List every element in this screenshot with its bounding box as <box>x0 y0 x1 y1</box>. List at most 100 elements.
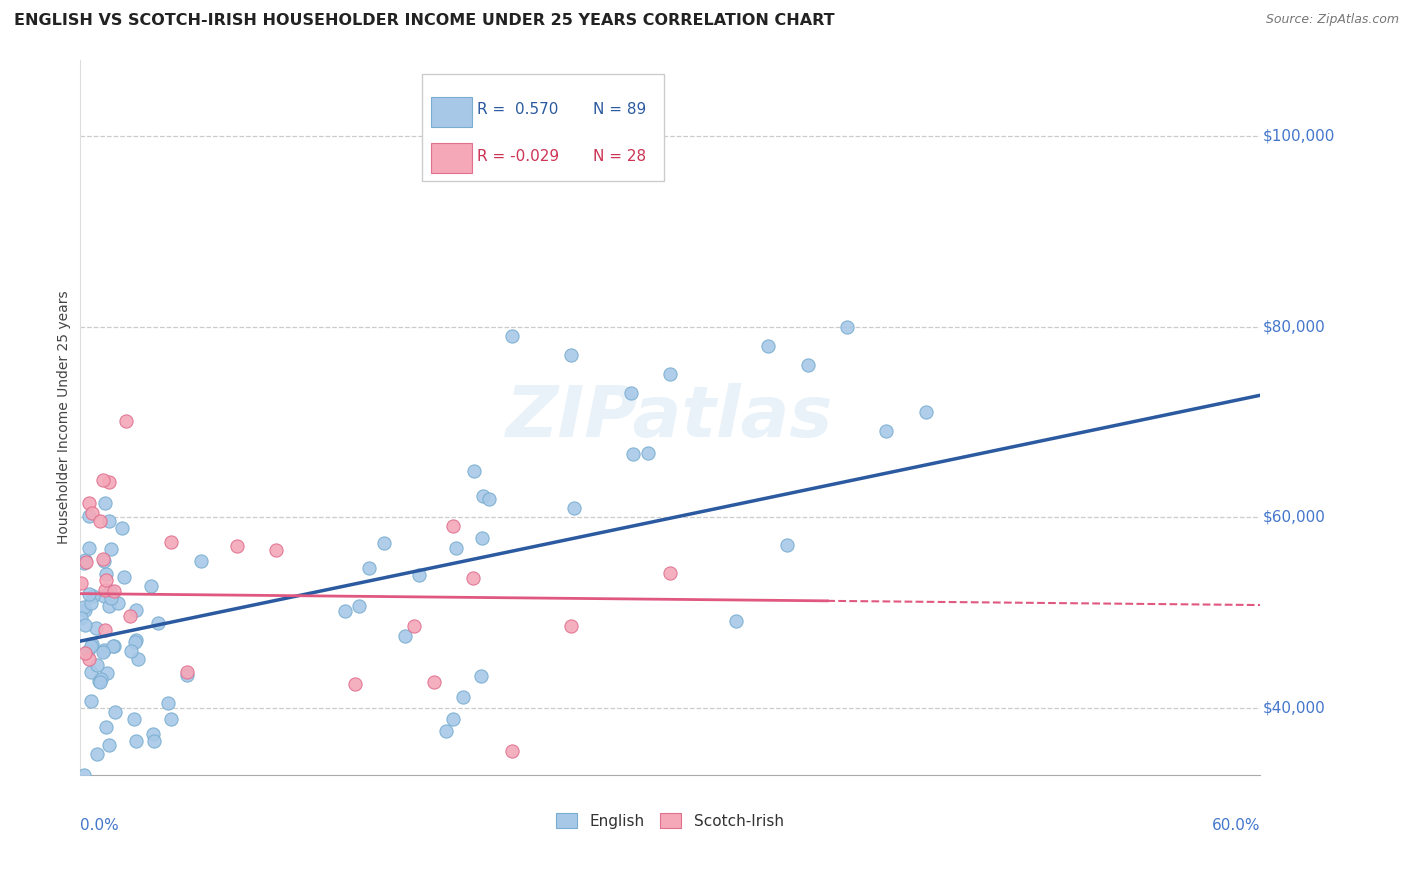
Point <box>112 569 135 583</box>
Point <box>560 619 582 633</box>
Point <box>408 568 430 582</box>
Point <box>73 602 96 616</box>
Point <box>562 501 585 516</box>
Point <box>478 491 501 506</box>
Point <box>77 644 100 658</box>
Text: R = -0.029: R = -0.029 <box>478 149 560 163</box>
Point <box>89 674 111 689</box>
Point <box>266 542 288 557</box>
Point <box>79 639 101 653</box>
Point <box>98 599 121 614</box>
Point <box>190 554 212 568</box>
Point <box>446 541 468 556</box>
Point <box>86 747 108 761</box>
Point <box>122 712 145 726</box>
Text: $100,000: $100,000 <box>1263 128 1334 144</box>
Text: $40,000: $40,000 <box>1263 700 1326 715</box>
FancyBboxPatch shape <box>422 74 664 181</box>
Point <box>451 690 474 705</box>
Point <box>98 738 121 752</box>
Point <box>91 473 114 487</box>
Point <box>101 639 124 653</box>
Point <box>835 319 858 334</box>
Point <box>80 596 103 610</box>
Point <box>77 508 100 523</box>
Point <box>94 574 117 588</box>
Point <box>124 635 146 649</box>
Point <box>422 674 444 689</box>
Text: 0.0%: 0.0% <box>80 818 118 833</box>
Point <box>658 566 681 580</box>
Point <box>79 495 101 509</box>
Point <box>77 651 100 665</box>
Legend: English, Scotch-Irish: English, Scotch-Irish <box>550 807 790 835</box>
Point <box>103 584 125 599</box>
Point <box>98 475 121 490</box>
Text: $80,000: $80,000 <box>1263 319 1326 334</box>
Point <box>139 579 162 593</box>
Point <box>89 674 111 689</box>
Point <box>142 726 165 740</box>
Text: $60,000: $60,000 <box>1263 510 1326 524</box>
Point <box>461 571 484 585</box>
Point <box>73 768 96 782</box>
Point <box>142 733 165 747</box>
Point <box>472 489 495 503</box>
Point <box>93 643 115 657</box>
Point <box>756 339 779 353</box>
Point <box>103 639 125 653</box>
Point <box>357 561 380 575</box>
Point <box>434 724 457 739</box>
Point <box>914 405 936 419</box>
Point <box>637 446 659 460</box>
Point <box>373 536 395 550</box>
Point <box>91 552 114 566</box>
Point <box>80 694 103 708</box>
Point <box>93 554 115 568</box>
Point <box>100 541 122 556</box>
Point <box>70 576 93 591</box>
Point <box>93 496 115 510</box>
Text: R =  0.570: R = 0.570 <box>478 103 558 117</box>
Point <box>73 556 96 570</box>
Text: 60.0%: 60.0% <box>1212 818 1260 833</box>
Point <box>125 734 148 748</box>
Point <box>100 780 122 795</box>
Point <box>619 386 641 401</box>
Text: ZIPatlas: ZIPatlas <box>506 383 834 451</box>
Point <box>93 623 115 637</box>
Point <box>159 712 181 726</box>
Point <box>115 414 138 428</box>
Point <box>73 553 96 567</box>
Point <box>343 677 366 691</box>
Point <box>658 368 681 382</box>
Point <box>127 652 149 666</box>
Point <box>349 599 371 614</box>
Point <box>560 348 582 362</box>
Point <box>96 666 118 681</box>
Point <box>111 521 134 535</box>
Point <box>402 619 425 633</box>
Point <box>470 669 492 683</box>
Point <box>725 614 748 628</box>
Point <box>70 610 93 624</box>
Point <box>120 644 142 658</box>
Point <box>157 696 180 710</box>
Point <box>103 705 125 719</box>
Text: N = 89: N = 89 <box>593 103 647 117</box>
Point <box>93 590 115 604</box>
Point <box>176 665 198 680</box>
Point <box>82 590 104 604</box>
Point <box>80 506 103 520</box>
Point <box>93 583 115 598</box>
Point <box>97 514 120 528</box>
Point <box>77 587 100 601</box>
Point <box>94 566 117 581</box>
Point <box>73 599 96 614</box>
Point <box>463 464 485 478</box>
Point <box>125 602 148 616</box>
Point <box>125 633 148 648</box>
Point <box>776 538 799 552</box>
Point <box>148 615 170 630</box>
Text: ENGLISH VS SCOTCH-IRISH HOUSEHOLDER INCOME UNDER 25 YEARS CORRELATION CHART: ENGLISH VS SCOTCH-IRISH HOUSEHOLDER INCO… <box>14 13 835 29</box>
